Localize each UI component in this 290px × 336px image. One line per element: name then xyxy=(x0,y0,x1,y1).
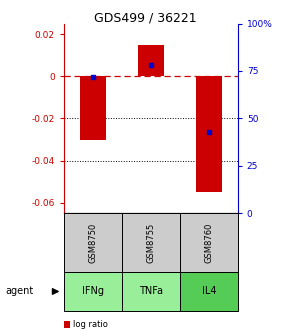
Bar xyxy=(196,76,222,192)
Text: IFNg: IFNg xyxy=(82,287,104,296)
Bar xyxy=(138,45,164,76)
Text: TNFa: TNFa xyxy=(139,287,163,296)
Bar xyxy=(80,76,106,139)
Text: IL4: IL4 xyxy=(202,287,216,296)
Text: GDS499 / 36221: GDS499 / 36221 xyxy=(94,12,196,25)
Text: GSM8755: GSM8755 xyxy=(146,223,155,263)
Text: agent: agent xyxy=(6,287,34,296)
Text: log ratio: log ratio xyxy=(73,320,108,329)
Text: GSM8760: GSM8760 xyxy=(204,222,213,263)
Text: GSM8750: GSM8750 xyxy=(88,223,97,263)
